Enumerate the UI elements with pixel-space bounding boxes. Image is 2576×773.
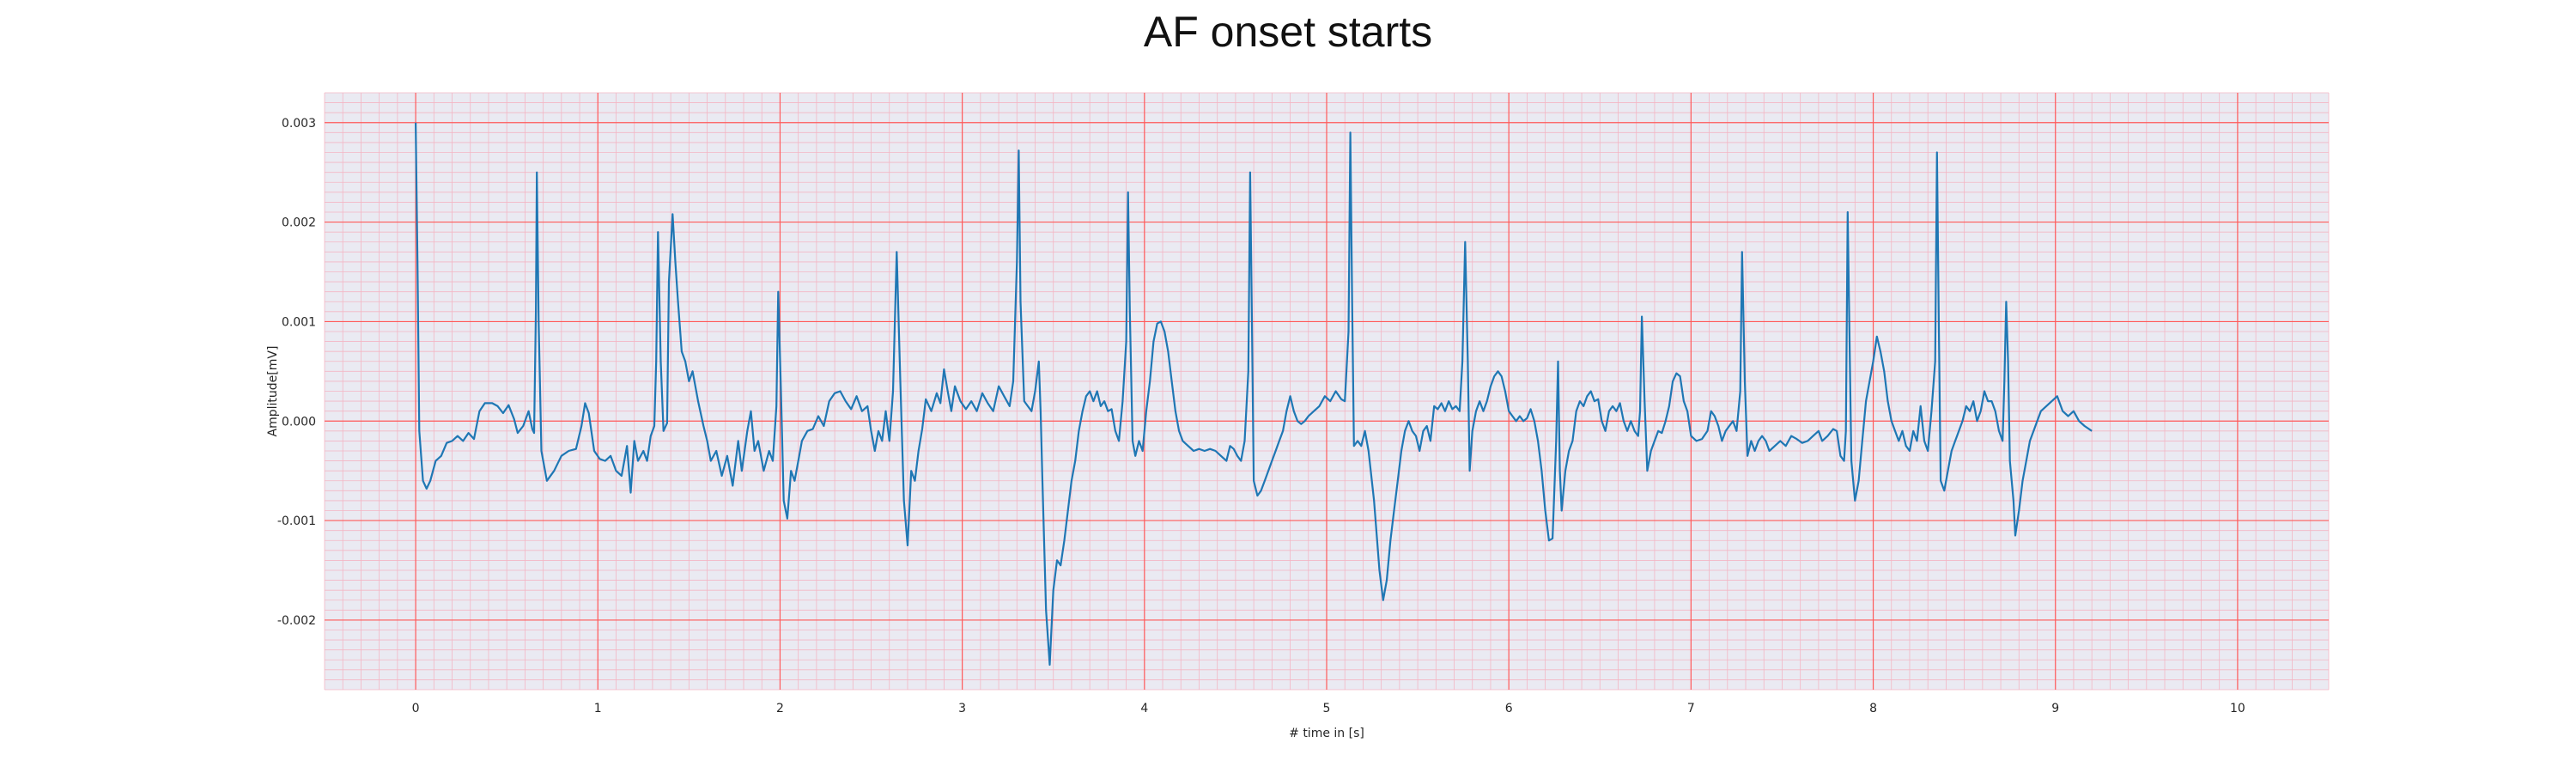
x-tick-label: 1 [594,702,602,715]
y-tick-label: 0.003 [282,117,316,131]
x-tick-label: 4 [1140,702,1148,715]
x-tick-label: 2 [776,702,784,715]
y-tick-label: 0.001 [282,315,316,329]
x-tick-label: 6 [1505,702,1513,715]
x-tick-label: 9 [2051,702,2059,715]
x-tick-label: 7 [1687,702,1695,715]
x-tick-label: 0 [412,702,420,715]
x-tick-label: 5 [1323,702,1331,715]
x-tick-label: 3 [958,702,966,715]
ecg-signal-line [415,122,2093,666]
x-tick-label: 10 [2230,702,2245,715]
y-tick-label: -0.001 [277,514,316,528]
chart-title: AF onset starts [1143,8,1433,56]
x-axis-label: # time in [s] [1289,727,1364,740]
y-axis-label: Amplitude[mV] [266,346,280,437]
y-tick-label: 0.002 [282,216,316,230]
y-tick-label: 0.000 [282,415,316,429]
x-tick-label: 8 [1869,702,1877,715]
y-tick-label: -0.002 [277,614,316,628]
